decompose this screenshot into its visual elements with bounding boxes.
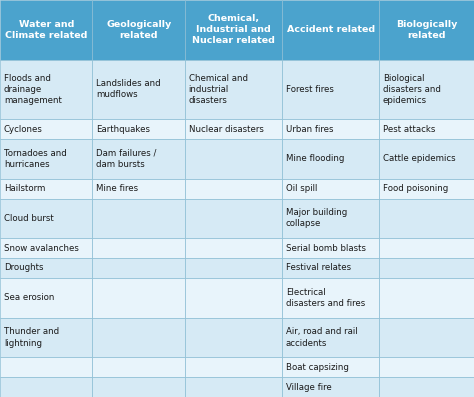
FancyBboxPatch shape bbox=[185, 60, 282, 119]
FancyBboxPatch shape bbox=[185, 278, 282, 318]
Text: Thunder and
lightning: Thunder and lightning bbox=[4, 328, 59, 347]
Text: Tornadoes and
hurricanes: Tornadoes and hurricanes bbox=[4, 149, 66, 169]
FancyBboxPatch shape bbox=[379, 198, 474, 238]
FancyBboxPatch shape bbox=[282, 198, 379, 238]
FancyBboxPatch shape bbox=[282, 238, 379, 258]
FancyBboxPatch shape bbox=[282, 357, 379, 377]
FancyBboxPatch shape bbox=[379, 318, 474, 357]
Text: Landslides and
mudflows: Landslides and mudflows bbox=[96, 79, 161, 99]
FancyBboxPatch shape bbox=[0, 119, 92, 139]
FancyBboxPatch shape bbox=[0, 258, 92, 278]
FancyBboxPatch shape bbox=[92, 139, 185, 179]
FancyBboxPatch shape bbox=[379, 60, 474, 119]
FancyBboxPatch shape bbox=[0, 0, 92, 60]
Text: Cyclones: Cyclones bbox=[4, 125, 43, 133]
Text: Snow avalanches: Snow avalanches bbox=[4, 244, 79, 252]
Text: Cloud burst: Cloud burst bbox=[4, 214, 54, 223]
FancyBboxPatch shape bbox=[379, 258, 474, 278]
Text: Biological
disasters and
epidemics: Biological disasters and epidemics bbox=[383, 74, 441, 105]
Text: Chemical and
industrial
disasters: Chemical and industrial disasters bbox=[189, 74, 247, 105]
Text: Oil spill: Oil spill bbox=[286, 184, 317, 193]
Text: Hailstorm: Hailstorm bbox=[4, 184, 45, 193]
Text: Biologically
related: Biologically related bbox=[396, 20, 457, 40]
FancyBboxPatch shape bbox=[92, 198, 185, 238]
FancyBboxPatch shape bbox=[92, 278, 185, 318]
Text: Accident related: Accident related bbox=[287, 25, 374, 34]
Text: Dam failures /
dam bursts: Dam failures / dam bursts bbox=[96, 149, 156, 169]
Text: Electrical
disasters and fires: Electrical disasters and fires bbox=[286, 288, 365, 308]
Text: Floods and
drainage
management: Floods and drainage management bbox=[4, 74, 62, 105]
Text: Forest fires: Forest fires bbox=[286, 85, 334, 94]
Text: Geologically
related: Geologically related bbox=[106, 20, 171, 40]
FancyBboxPatch shape bbox=[379, 179, 474, 198]
FancyBboxPatch shape bbox=[185, 119, 282, 139]
Text: Major building
collapse: Major building collapse bbox=[286, 208, 347, 228]
FancyBboxPatch shape bbox=[92, 119, 185, 139]
Text: Mine fires: Mine fires bbox=[96, 184, 138, 193]
FancyBboxPatch shape bbox=[0, 179, 92, 198]
FancyBboxPatch shape bbox=[92, 60, 185, 119]
FancyBboxPatch shape bbox=[282, 179, 379, 198]
FancyBboxPatch shape bbox=[282, 377, 379, 397]
FancyBboxPatch shape bbox=[92, 179, 185, 198]
FancyBboxPatch shape bbox=[379, 238, 474, 258]
Text: Urban fires: Urban fires bbox=[286, 125, 333, 133]
FancyBboxPatch shape bbox=[185, 179, 282, 198]
Text: Serial bomb blasts: Serial bomb blasts bbox=[286, 244, 366, 252]
FancyBboxPatch shape bbox=[0, 357, 92, 377]
FancyBboxPatch shape bbox=[92, 377, 185, 397]
FancyBboxPatch shape bbox=[92, 357, 185, 377]
Text: Nuclear disasters: Nuclear disasters bbox=[189, 125, 264, 133]
Text: Droughts: Droughts bbox=[4, 264, 43, 272]
FancyBboxPatch shape bbox=[185, 357, 282, 377]
Text: Water and
Climate related: Water and Climate related bbox=[5, 20, 87, 40]
Text: Earthquakes: Earthquakes bbox=[96, 125, 150, 133]
FancyBboxPatch shape bbox=[0, 377, 92, 397]
Text: Village fire: Village fire bbox=[286, 383, 332, 391]
FancyBboxPatch shape bbox=[92, 318, 185, 357]
Text: Boat capsizing: Boat capsizing bbox=[286, 363, 349, 372]
FancyBboxPatch shape bbox=[282, 139, 379, 179]
FancyBboxPatch shape bbox=[92, 0, 185, 60]
Text: Sea erosion: Sea erosion bbox=[4, 293, 54, 302]
FancyBboxPatch shape bbox=[185, 377, 282, 397]
FancyBboxPatch shape bbox=[282, 258, 379, 278]
FancyBboxPatch shape bbox=[379, 119, 474, 139]
Text: Food poisoning: Food poisoning bbox=[383, 184, 448, 193]
Text: Cattle epidemics: Cattle epidemics bbox=[383, 154, 456, 163]
FancyBboxPatch shape bbox=[185, 0, 282, 60]
FancyBboxPatch shape bbox=[379, 0, 474, 60]
FancyBboxPatch shape bbox=[379, 357, 474, 377]
FancyBboxPatch shape bbox=[282, 119, 379, 139]
FancyBboxPatch shape bbox=[185, 238, 282, 258]
FancyBboxPatch shape bbox=[0, 278, 92, 318]
FancyBboxPatch shape bbox=[185, 318, 282, 357]
FancyBboxPatch shape bbox=[379, 139, 474, 179]
FancyBboxPatch shape bbox=[282, 60, 379, 119]
Text: Air, road and rail
accidents: Air, road and rail accidents bbox=[286, 328, 357, 347]
FancyBboxPatch shape bbox=[282, 278, 379, 318]
Text: Festival relates: Festival relates bbox=[286, 264, 351, 272]
Text: Mine flooding: Mine flooding bbox=[286, 154, 344, 163]
FancyBboxPatch shape bbox=[185, 198, 282, 238]
FancyBboxPatch shape bbox=[185, 258, 282, 278]
FancyBboxPatch shape bbox=[0, 318, 92, 357]
FancyBboxPatch shape bbox=[379, 278, 474, 318]
Text: Pest attacks: Pest attacks bbox=[383, 125, 435, 133]
FancyBboxPatch shape bbox=[0, 238, 92, 258]
FancyBboxPatch shape bbox=[0, 60, 92, 119]
FancyBboxPatch shape bbox=[379, 377, 474, 397]
FancyBboxPatch shape bbox=[0, 139, 92, 179]
FancyBboxPatch shape bbox=[92, 258, 185, 278]
FancyBboxPatch shape bbox=[282, 318, 379, 357]
FancyBboxPatch shape bbox=[0, 198, 92, 238]
Text: Chemical,
Industrial and
Nuclear related: Chemical, Industrial and Nuclear related bbox=[192, 14, 275, 45]
FancyBboxPatch shape bbox=[185, 139, 282, 179]
FancyBboxPatch shape bbox=[92, 238, 185, 258]
FancyBboxPatch shape bbox=[282, 0, 379, 60]
